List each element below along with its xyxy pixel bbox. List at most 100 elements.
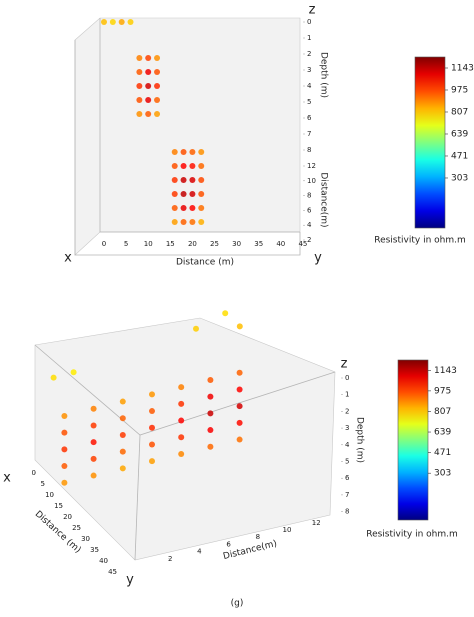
z-tick-label: 5 <box>307 98 311 106</box>
colorbar-tick-label: 471 <box>434 448 451 458</box>
x-tick-label: 5 <box>124 240 128 248</box>
x-tick-label: 30 <box>232 240 241 248</box>
data-point <box>236 403 243 410</box>
x-tick-label: 15 <box>166 240 175 248</box>
x-tick-label: 35 <box>90 546 99 554</box>
z-tick-label: 3 <box>307 66 311 74</box>
x-tick-label: 20 <box>63 513 72 521</box>
data-point <box>119 448 126 455</box>
x-axis-letter: x <box>3 471 11 486</box>
data-point <box>90 472 97 479</box>
data-point <box>171 149 178 155</box>
data-point <box>127 19 134 25</box>
data-point <box>180 177 187 183</box>
z-axis-label: Depth (m) <box>319 52 329 98</box>
x-tick-label: 40 <box>99 557 108 565</box>
data-point <box>136 55 143 61</box>
colorbar-tick-label: 975 <box>451 85 468 95</box>
z-axis-label: Depth (m) <box>355 417 365 463</box>
data-point <box>90 405 97 412</box>
data-point <box>61 446 68 453</box>
data-point <box>149 408 155 415</box>
data-point <box>198 205 205 211</box>
data-point <box>118 19 125 25</box>
x-axis-label: Distance (m) <box>33 509 83 555</box>
colorbar-tick-label: 471 <box>451 151 468 161</box>
data-point <box>119 415 126 422</box>
z-axis-letter: z <box>309 3 316 18</box>
z-tick-label: 8 <box>345 508 349 516</box>
data-point <box>119 431 126 438</box>
data-point <box>136 97 143 103</box>
data-point <box>207 376 214 383</box>
data-point <box>178 450 185 457</box>
data-point <box>180 149 187 155</box>
x-axis-letter: x <box>64 251 72 266</box>
point-cloud <box>101 19 205 225</box>
x-tick-label: 25 <box>210 240 219 248</box>
data-point <box>189 191 196 197</box>
x-tick-label: 10 <box>144 240 153 248</box>
x-tick-label: 45 <box>108 568 117 576</box>
data-point <box>207 410 214 417</box>
data-point <box>145 55 152 61</box>
data-point <box>193 325 199 332</box>
data-point <box>149 441 155 448</box>
data-point <box>198 191 205 197</box>
z-tick-label: 2 <box>307 50 311 58</box>
data-point <box>180 163 187 169</box>
z-axis-letter: z <box>341 357 348 372</box>
z-tick-label: 0 <box>345 374 349 382</box>
data-point <box>154 55 161 61</box>
x-tick-label: 40 <box>276 240 285 248</box>
colorbar-tick-label: 303 <box>451 173 468 183</box>
colorbar-tick-label: 1143 <box>451 63 474 73</box>
data-point <box>236 436 243 443</box>
y-tick-label: 6 <box>226 540 231 548</box>
z-tick-label: 7 <box>307 130 311 138</box>
y-tick-label: 12 <box>307 162 316 170</box>
data-point <box>171 163 178 169</box>
pane <box>74 17 301 256</box>
x-tick-label: 30 <box>81 535 90 543</box>
data-point <box>90 439 97 446</box>
z-tick-label: 4 <box>345 441 350 449</box>
data-point <box>90 455 97 462</box>
data-point <box>70 369 77 376</box>
colorbar <box>397 359 429 521</box>
x-tick-label: 5 <box>41 480 45 488</box>
x-tick-label: 35 <box>254 240 263 248</box>
colorbar-tick-label: 975 <box>434 386 451 396</box>
z-tick-label: 6 <box>307 114 312 122</box>
x-axis-label: Distance (m) <box>176 258 234 268</box>
colorbar-tick-label: 1143 <box>434 366 457 376</box>
caption: (g) <box>231 599 244 609</box>
data-point <box>136 69 143 75</box>
data-point <box>207 443 214 450</box>
data-point <box>154 97 161 103</box>
y-axis-letter: y <box>314 251 322 266</box>
y-axis-letter: y <box>126 573 134 588</box>
z-tick-label: 6 <box>345 474 350 482</box>
data-point <box>145 111 152 117</box>
x-tick-label: 15 <box>54 502 63 510</box>
data-point <box>180 205 187 211</box>
z-tick-label: 7 <box>345 491 349 499</box>
data-point <box>171 205 178 211</box>
data-point <box>61 479 68 486</box>
data-point <box>171 219 178 225</box>
data-point <box>154 69 161 75</box>
x-tick-label: 45 <box>298 240 307 248</box>
x-tick-label: 20 <box>188 240 197 248</box>
data-point <box>198 163 205 169</box>
data-point <box>61 463 68 470</box>
data-point <box>136 83 143 89</box>
z-tick-label: 5 <box>345 458 349 466</box>
data-point <box>50 374 57 381</box>
y-tick-label: 8 <box>307 192 311 200</box>
y-tick-label: 8 <box>256 533 260 541</box>
data-point <box>145 83 152 89</box>
point-cloud <box>50 310 243 486</box>
data-point <box>236 386 243 393</box>
